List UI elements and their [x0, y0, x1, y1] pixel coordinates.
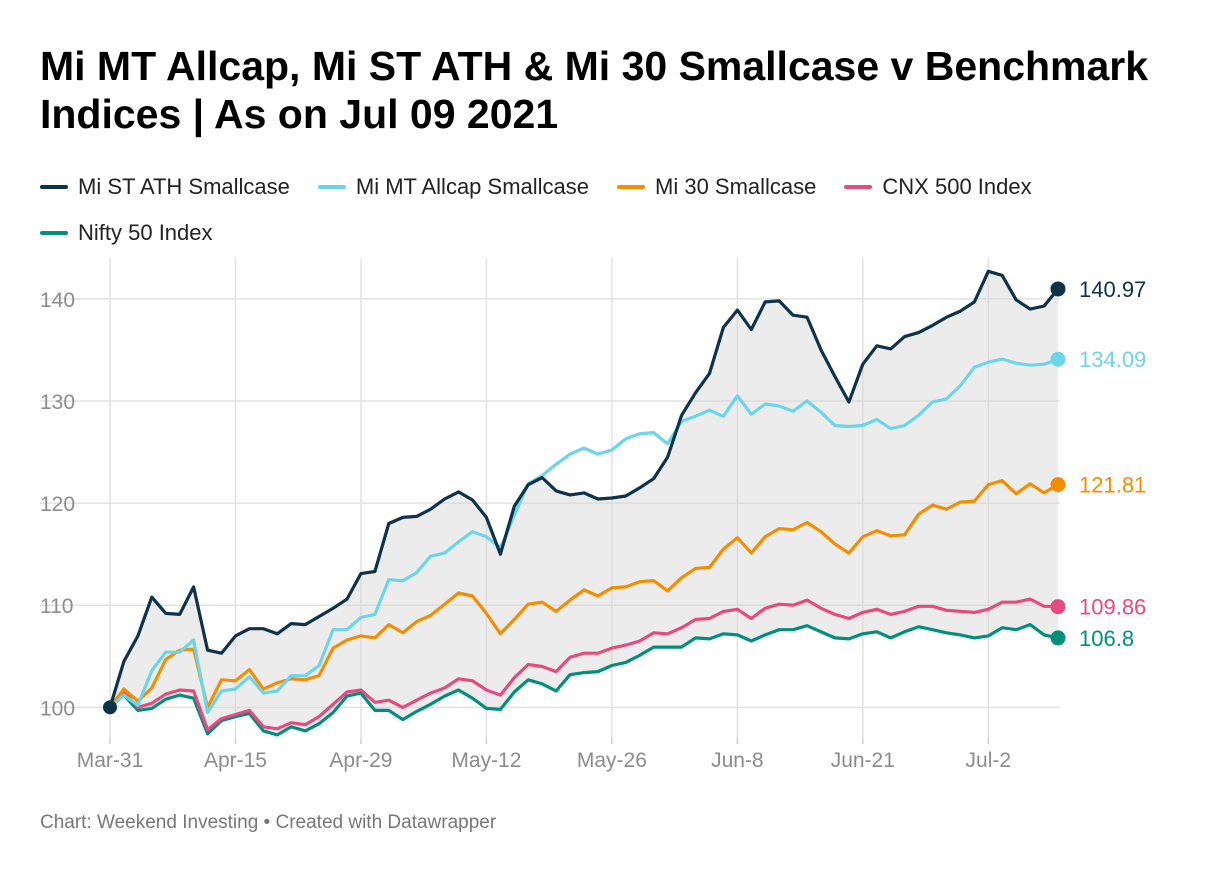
x-tick-label: May-26 [577, 749, 647, 772]
end-label-mi-st-ath-smallcase: 140.97 [1079, 277, 1146, 302]
end-point-mi-st-ath-smallcase [1050, 281, 1066, 297]
series-line-mi-mt-allcap-smallcase [108, 357, 1060, 715]
legend-label-mi-mt-allcap: Mi MT Allcap Smallcase [355, 174, 590, 199]
legend-row-1: Mi ST ATH Smallcase Mi MT Allcap Smallca… [40, 164, 1170, 210]
x-tick-label: Jun-21 [831, 749, 895, 772]
series-line-nifty-50-index [108, 622, 1060, 737]
series-line-cnx-500-index [108, 597, 1060, 732]
x-tick-label: Apr-15 [204, 749, 267, 772]
x-tick-label: May-12 [451, 749, 521, 772]
y-tick-label: 110 [40, 595, 73, 618]
legend-swatch-mi-30 [617, 185, 646, 189]
x-tick-label: Mar-31 [77, 749, 144, 772]
legend-item-mi-st-ath: Mi ST ATH Smallcase [40, 174, 290, 200]
range-band [110, 271, 1058, 735]
chart-legend: Mi ST ATH Smallcase Mi MT Allcap Smallca… [40, 164, 1170, 256]
end-label-cnx-500-index: 109.86 [1079, 595, 1146, 620]
legend-item-mi-30: Mi 30 Smallcase [617, 174, 816, 200]
legend-swatch-nifty-50 [40, 231, 68, 235]
legend-swatch-mi-st-ath [40, 185, 68, 189]
legend-label-nifty-50: Nifty 50 Index [78, 220, 213, 245]
chart-footer: Chart: Weekend Investing • Created with … [40, 812, 497, 833]
legend-label-cnx-500: CNX 500 Index [882, 174, 1032, 199]
legend-item-nifty-50: Nifty 50 Index [40, 220, 213, 246]
end-point-mi-mt-allcap-smallcase [1050, 351, 1066, 367]
legend-swatch-mi-mt-allcap [317, 185, 346, 189]
end-point-mi-30-smallcase [1050, 477, 1066, 493]
x-tick-label: Apr-29 [329, 749, 392, 772]
legend-swatch-cnx-500 [844, 185, 873, 189]
end-label-nifty-50-index: 106.8 [1079, 626, 1134, 651]
x-tick-label: Jul-2 [966, 749, 1012, 772]
end-point-cnx-500-index [1050, 599, 1066, 615]
end-label-mi-30-smallcase: 121.81 [1079, 473, 1146, 498]
y-tick-label: 100 [40, 697, 75, 720]
start-point [103, 700, 117, 715]
chart-title: Mi MT Allcap, Mi ST ATH & Mi 30 Smallcas… [40, 43, 1149, 137]
legend-label-mi-st-ath: Mi ST ATH Smallcase [78, 174, 290, 199]
end-point-nifty-50-index [1050, 630, 1066, 646]
end-label-mi-mt-allcap-smallcase: 134.09 [1079, 347, 1146, 372]
series-line-mi-30-smallcase [108, 479, 1060, 710]
x-tick-label: Jun-8 [711, 749, 764, 772]
y-tick-label: 130 [40, 391, 75, 414]
legend-item-cnx-500: CNX 500 Index [844, 174, 1032, 200]
legend-row-2: Nifty 50 Index [40, 210, 1170, 256]
legend-label-mi-30: Mi 30 Smallcase [655, 174, 817, 199]
series-line-mi-st-ath-smallcase [108, 269, 1060, 710]
y-tick-label: 120 [40, 493, 75, 516]
y-tick-label: 140 [40, 289, 75, 312]
legend-item-mi-mt-allcap: Mi MT Allcap Smallcase [317, 174, 590, 200]
